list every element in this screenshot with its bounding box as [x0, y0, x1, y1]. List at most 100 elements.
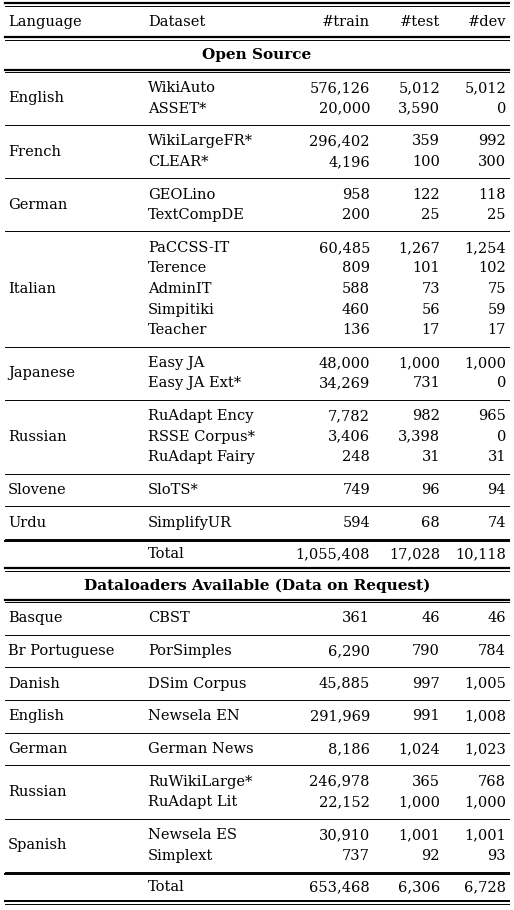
Text: 365: 365 [412, 774, 440, 789]
Text: Open Source: Open Source [203, 48, 311, 62]
Text: 0: 0 [497, 377, 506, 390]
Text: 361: 361 [342, 612, 370, 625]
Text: WikiAuto: WikiAuto [148, 81, 216, 95]
Text: 992: 992 [478, 134, 506, 148]
Text: English: English [8, 709, 64, 723]
Text: 118: 118 [479, 187, 506, 201]
Text: 17,028: 17,028 [389, 548, 440, 561]
Text: Spanish: Spanish [8, 838, 67, 853]
Text: 1,001: 1,001 [464, 828, 506, 842]
Text: 1,024: 1,024 [398, 742, 440, 756]
Text: Slovene: Slovene [8, 483, 67, 497]
Text: 1,000: 1,000 [464, 356, 506, 369]
Text: 296,402: 296,402 [309, 134, 370, 148]
Text: 1,008: 1,008 [464, 709, 506, 723]
Text: TextCompDE: TextCompDE [148, 208, 245, 222]
Text: 34,269: 34,269 [319, 377, 370, 390]
Text: PorSimples: PorSimples [148, 644, 232, 658]
Text: 56: 56 [421, 303, 440, 317]
Text: 3,406: 3,406 [328, 430, 370, 444]
Text: ASSET*: ASSET* [148, 102, 207, 116]
Text: 93: 93 [487, 849, 506, 863]
Text: 291,969: 291,969 [310, 709, 370, 723]
Text: Terence: Terence [148, 261, 207, 276]
Text: 1,055,408: 1,055,408 [296, 548, 370, 561]
Text: Basque: Basque [8, 612, 63, 625]
Text: Br Portuguese: Br Portuguese [8, 644, 115, 658]
Text: #test: #test [400, 15, 440, 29]
Text: WikiLargeFR*: WikiLargeFR* [148, 134, 253, 148]
Text: PaCCSS-IT: PaCCSS-IT [148, 241, 229, 255]
Text: 0: 0 [497, 430, 506, 444]
Text: #dev: #dev [468, 15, 506, 29]
Text: Russian: Russian [8, 785, 67, 799]
Text: Easy JA Ext*: Easy JA Ext* [148, 377, 241, 390]
Text: 246,978: 246,978 [309, 774, 370, 789]
Text: Simplext: Simplext [148, 849, 213, 863]
Text: Italian: Italian [8, 282, 56, 296]
Text: 749: 749 [342, 483, 370, 497]
Text: SimplifyUR: SimplifyUR [148, 516, 232, 530]
Text: 731: 731 [412, 377, 440, 390]
Text: Urdu: Urdu [8, 516, 46, 530]
Text: 20,000: 20,000 [319, 102, 370, 116]
Text: 1,023: 1,023 [464, 742, 506, 756]
Text: Newsela ES: Newsela ES [148, 828, 237, 842]
Text: 48,000: 48,000 [319, 356, 370, 369]
Text: 17: 17 [488, 323, 506, 338]
Text: 46: 46 [487, 612, 506, 625]
Text: French: French [8, 145, 61, 158]
Text: 958: 958 [342, 187, 370, 201]
Text: Simpitiki: Simpitiki [148, 303, 215, 317]
Text: 7,782: 7,782 [328, 410, 370, 423]
Text: Easy JA: Easy JA [148, 356, 205, 369]
Text: 46: 46 [421, 612, 440, 625]
Text: 359: 359 [412, 134, 440, 148]
Text: 300: 300 [478, 155, 506, 169]
Text: 1,267: 1,267 [398, 241, 440, 255]
Text: English: English [8, 91, 64, 106]
Text: 3,590: 3,590 [398, 102, 440, 116]
Text: 45,885: 45,885 [319, 677, 370, 691]
Text: Total: Total [148, 548, 185, 561]
Text: 5,012: 5,012 [398, 81, 440, 95]
Text: Russian: Russian [8, 430, 67, 444]
Text: 3,398: 3,398 [398, 430, 440, 444]
Text: 60,485: 60,485 [319, 241, 370, 255]
Text: 809: 809 [342, 261, 370, 276]
Text: 59: 59 [487, 303, 506, 317]
Text: 25: 25 [421, 208, 440, 222]
Text: #train: #train [322, 15, 370, 29]
Text: CBST: CBST [148, 612, 190, 625]
Text: Teacher: Teacher [148, 323, 207, 338]
Text: 17: 17 [421, 323, 440, 338]
Text: Dataset: Dataset [148, 15, 205, 29]
Text: 1,000: 1,000 [398, 356, 440, 369]
Text: 1,000: 1,000 [398, 795, 440, 809]
Text: 594: 594 [342, 516, 370, 530]
Text: 92: 92 [421, 849, 440, 863]
Text: RuAdapt Ency: RuAdapt Ency [148, 410, 253, 423]
Text: Total: Total [148, 880, 185, 895]
Text: 8,186: 8,186 [328, 742, 370, 756]
Text: 737: 737 [342, 849, 370, 863]
Text: 200: 200 [342, 208, 370, 222]
Text: 653,468: 653,468 [309, 880, 370, 895]
Text: 1,001: 1,001 [398, 828, 440, 842]
Text: 101: 101 [412, 261, 440, 276]
Text: 4,196: 4,196 [328, 155, 370, 169]
Text: 136: 136 [342, 323, 370, 338]
Text: RSSE Corpus*: RSSE Corpus* [148, 430, 255, 444]
Text: 991: 991 [412, 709, 440, 723]
Text: 31: 31 [487, 450, 506, 464]
Text: Language: Language [8, 15, 82, 29]
Text: 5,012: 5,012 [464, 81, 506, 95]
Text: 576,126: 576,126 [309, 81, 370, 95]
Text: 6,306: 6,306 [398, 880, 440, 895]
Text: 460: 460 [342, 303, 370, 317]
Text: 1,005: 1,005 [464, 677, 506, 691]
Text: RuAdapt Lit: RuAdapt Lit [148, 795, 237, 809]
Text: 790: 790 [412, 644, 440, 658]
Text: German: German [8, 742, 67, 756]
Text: 96: 96 [421, 483, 440, 497]
